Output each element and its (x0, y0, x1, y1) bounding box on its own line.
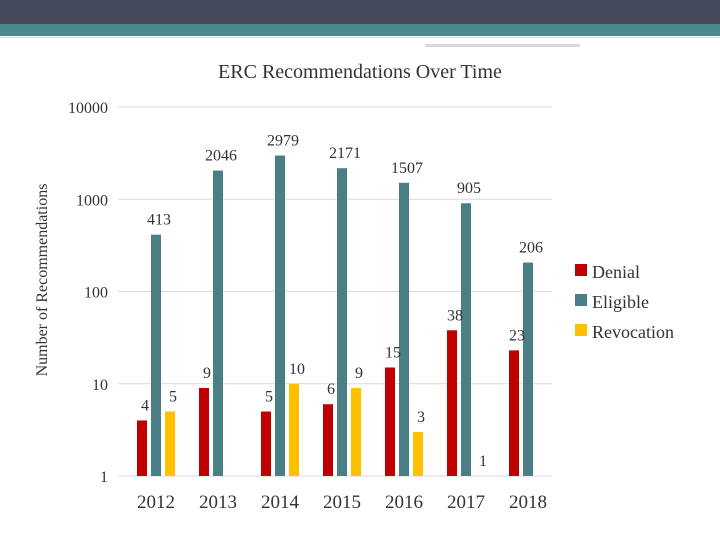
x-axis-ticks: 2012 2013 2014 2015 2016 2017 2018 (137, 492, 547, 513)
bar-denial (199, 387, 209, 476)
y-tick-label: 1000 (76, 192, 108, 209)
bar-revocation (413, 431, 423, 476)
data-label: 15 (385, 345, 401, 362)
data-label: 3 (417, 409, 425, 426)
bar-eligible (213, 170, 223, 476)
data-label: 1 (479, 453, 487, 470)
bar-eligible (461, 203, 471, 476)
gridlines (118, 106, 552, 477)
data-label: 5 (169, 389, 177, 406)
y-tick-label: 1 (100, 469, 108, 486)
data-label: 38 (447, 307, 463, 324)
x-tick-label: 2013 (199, 492, 237, 513)
bar-revocation (165, 411, 175, 476)
legend-swatch (575, 264, 587, 276)
data-label: 2171 (329, 145, 361, 162)
data-label: 413 (147, 212, 171, 229)
data-label: 2979 (267, 133, 299, 150)
bar-revocation (289, 383, 299, 476)
y-axis-ticks: 1 10 100 1000 10000 (68, 100, 108, 486)
bar-denial (323, 404, 333, 476)
legend-label: Revocation (592, 322, 674, 342)
data-label: 1507 (391, 160, 423, 177)
bar-denial (137, 420, 147, 476)
bar-eligible (523, 262, 533, 476)
x-tick-label: 2014 (261, 492, 300, 513)
bar-revocation (351, 387, 361, 476)
y-tick-label: 100 (84, 285, 108, 302)
y-tick-label: 10000 (68, 100, 108, 117)
legend-swatch (575, 294, 587, 306)
data-label: 206 (519, 240, 543, 257)
legend-swatch (575, 324, 587, 336)
data-labels: 4 413 5 9 2046 5 2979 10 6 2171 9 15 1507 3 38 905 1 23 20… (141, 133, 543, 470)
bar-eligible (151, 234, 161, 476)
data-label: 4 (141, 397, 149, 414)
chart-title: ERC Recommendations Over Time (218, 61, 502, 83)
data-label: 10 (289, 361, 305, 378)
bar-denial (447, 330, 457, 476)
bar-denial (261, 411, 271, 476)
x-tick-label: 2016 (385, 492, 423, 513)
bar-denial (385, 367, 395, 476)
y-tick-label: 10 (92, 377, 108, 394)
data-label: 9 (355, 365, 363, 382)
bar-eligible (399, 182, 409, 477)
x-tick-label: 2017 (447, 492, 485, 513)
data-label: 6 (327, 381, 335, 398)
bar-eligible (275, 155, 285, 476)
header-dark-band (0, 0, 720, 24)
y-axis-label: Number of Recommendations (34, 184, 51, 377)
data-label: 5 (265, 389, 273, 406)
header-teal-band (0, 24, 720, 36)
x-tick-label: 2012 (137, 492, 175, 513)
legend-label: Denial (592, 262, 640, 282)
data-label: 2046 (205, 148, 237, 165)
legend: Denial Eligible Revocation (575, 262, 674, 342)
data-label: 23 (509, 327, 525, 344)
bar-denial (509, 350, 519, 476)
x-tick-label: 2015 (323, 492, 361, 513)
data-label: 9 (203, 365, 211, 382)
bars (137, 155, 533, 477)
legend-label: Eligible (592, 292, 649, 312)
x-tick-label: 2018 (509, 492, 547, 513)
bar-eligible (337, 168, 347, 477)
title-accent-line (425, 44, 580, 47)
data-label: 905 (457, 180, 481, 197)
header-divider (0, 37, 720, 38)
